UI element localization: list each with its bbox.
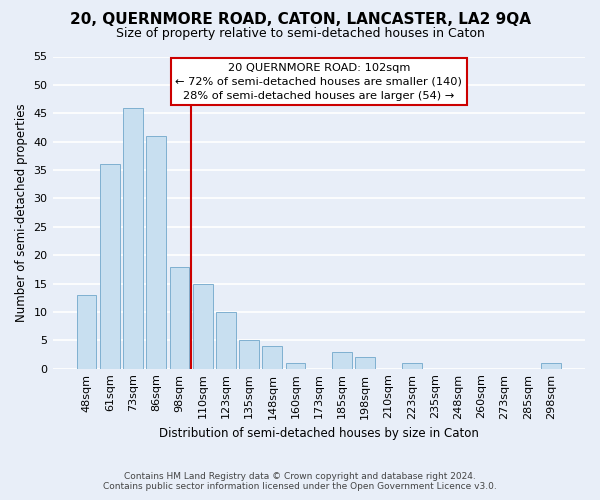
Bar [355, 358, 375, 368]
Bar [77, 295, 97, 368]
Bar [286, 363, 305, 368]
Text: 20, QUERNMORE ROAD, CATON, LANCASTER, LA2 9QA: 20, QUERNMORE ROAD, CATON, LANCASTER, LA… [70, 12, 530, 28]
Bar [541, 363, 561, 368]
Bar [239, 340, 259, 368]
Bar [402, 363, 422, 368]
Bar [262, 346, 282, 368]
Text: 20 QUERNMORE ROAD: 102sqm
← 72% of semi-detached houses are smaller (140)
28% of: 20 QUERNMORE ROAD: 102sqm ← 72% of semi-… [175, 62, 462, 100]
Bar [170, 266, 190, 368]
Text: Contains HM Land Registry data © Crown copyright and database right 2024.
Contai: Contains HM Land Registry data © Crown c… [103, 472, 497, 491]
Bar [146, 136, 166, 368]
Bar [193, 284, 212, 368]
X-axis label: Distribution of semi-detached houses by size in Caton: Distribution of semi-detached houses by … [159, 427, 479, 440]
Text: Size of property relative to semi-detached houses in Caton: Size of property relative to semi-detach… [116, 28, 484, 40]
Y-axis label: Number of semi-detached properties: Number of semi-detached properties [15, 104, 28, 322]
Bar [332, 352, 352, 368]
Bar [100, 164, 119, 368]
Bar [216, 312, 236, 368]
Bar [123, 108, 143, 368]
